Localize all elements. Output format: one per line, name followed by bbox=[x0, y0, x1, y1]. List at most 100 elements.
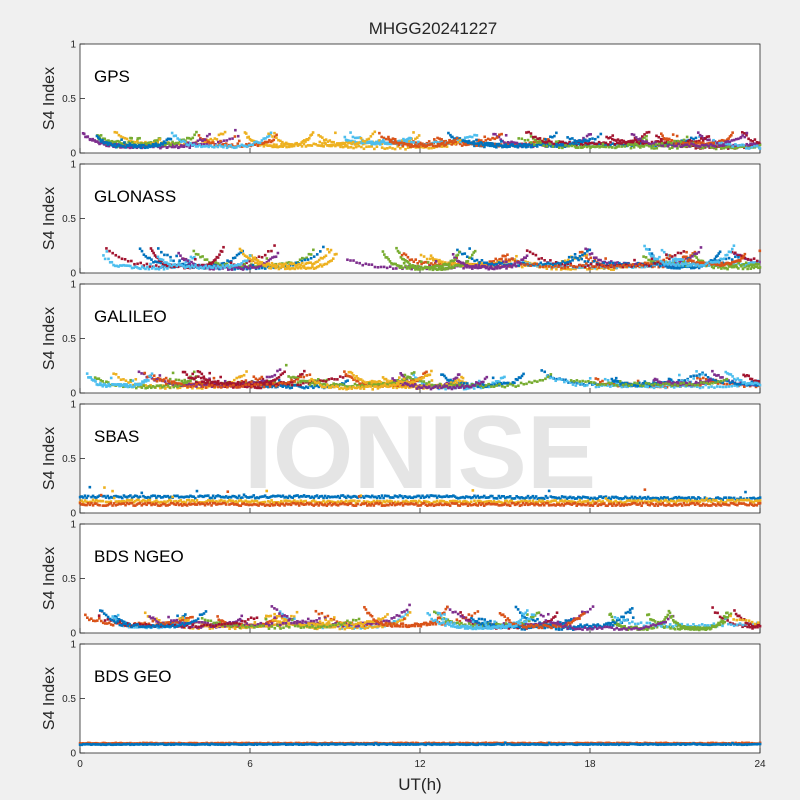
data-point bbox=[743, 382, 746, 386]
data-point bbox=[458, 138, 462, 142]
data-point bbox=[475, 144, 478, 147]
data-point bbox=[731, 380, 734, 384]
data-point bbox=[729, 373, 733, 376]
data-point bbox=[412, 141, 416, 144]
data-point bbox=[434, 258, 438, 262]
data-point bbox=[495, 384, 499, 387]
data-point bbox=[318, 144, 322, 147]
data-point bbox=[327, 378, 331, 381]
data-point bbox=[753, 138, 757, 141]
data-point bbox=[151, 385, 155, 388]
data-point bbox=[131, 143, 134, 147]
data-point bbox=[435, 264, 438, 268]
data-point bbox=[208, 132, 211, 136]
data-point bbox=[188, 146, 192, 150]
data-point bbox=[531, 145, 535, 149]
data-point bbox=[473, 249, 477, 253]
data-point bbox=[738, 253, 742, 257]
data-point bbox=[712, 141, 716, 145]
data-point bbox=[160, 142, 163, 145]
data-point bbox=[260, 266, 264, 270]
data-point bbox=[161, 384, 165, 387]
data-point bbox=[180, 379, 184, 383]
data-point bbox=[453, 142, 457, 146]
data-point bbox=[588, 381, 591, 385]
data-point bbox=[744, 374, 747, 378]
data-point bbox=[297, 262, 301, 266]
data-point bbox=[472, 387, 476, 390]
data-point bbox=[518, 262, 522, 265]
data-point bbox=[586, 249, 589, 253]
data-point bbox=[386, 147, 389, 150]
data-point bbox=[749, 377, 752, 381]
data-point bbox=[335, 142, 339, 145]
data-point bbox=[166, 382, 170, 386]
data-point bbox=[622, 263, 625, 267]
data-point bbox=[108, 261, 112, 264]
data-point bbox=[684, 255, 687, 259]
data-point bbox=[420, 386, 424, 390]
data-point bbox=[712, 146, 715, 149]
data-point bbox=[529, 141, 533, 144]
data-point bbox=[210, 141, 214, 144]
data-point bbox=[439, 264, 443, 268]
data-point bbox=[690, 142, 693, 145]
data-point bbox=[728, 135, 732, 138]
data-point bbox=[357, 385, 361, 389]
data-point bbox=[733, 377, 736, 381]
data-point bbox=[303, 379, 307, 383]
data-point bbox=[229, 261, 233, 265]
data-point bbox=[647, 130, 651, 134]
data-point bbox=[706, 375, 710, 379]
data-point bbox=[297, 375, 300, 379]
data-point bbox=[743, 135, 747, 139]
data-point bbox=[161, 379, 165, 383]
data-point bbox=[598, 380, 602, 384]
data-point bbox=[544, 264, 548, 268]
data-point bbox=[228, 137, 231, 141]
data-point bbox=[212, 145, 216, 149]
data-point bbox=[207, 263, 211, 266]
data-point bbox=[171, 140, 174, 144]
data-point bbox=[471, 384, 475, 387]
data-point bbox=[597, 142, 600, 146]
data-point bbox=[320, 385, 324, 388]
data-point bbox=[696, 141, 700, 144]
data-point bbox=[244, 383, 247, 387]
data-point bbox=[730, 265, 734, 269]
data-point bbox=[447, 379, 451, 382]
data-point bbox=[202, 375, 206, 379]
data-point bbox=[539, 141, 542, 145]
data-point bbox=[184, 383, 188, 387]
data-point bbox=[567, 258, 570, 262]
data-point bbox=[681, 264, 684, 267]
data-point bbox=[444, 266, 448, 270]
data-point bbox=[167, 265, 171, 268]
data-point bbox=[198, 138, 202, 141]
data-point bbox=[594, 265, 597, 268]
data-point bbox=[656, 257, 660, 261]
data-point bbox=[112, 372, 115, 376]
data-point bbox=[152, 265, 156, 269]
data-point bbox=[154, 139, 157, 142]
data-point bbox=[166, 253, 169, 257]
data-point bbox=[629, 146, 633, 150]
data-point bbox=[348, 139, 352, 143]
data-point bbox=[182, 258, 186, 262]
data-point bbox=[346, 387, 350, 390]
data-point bbox=[492, 132, 495, 136]
data-point bbox=[287, 375, 290, 378]
data-point bbox=[650, 140, 654, 144]
data-point bbox=[182, 145, 186, 149]
data-point bbox=[299, 383, 302, 387]
data-point bbox=[365, 381, 369, 384]
data-point bbox=[232, 382, 236, 385]
data-point bbox=[443, 262, 447, 266]
data-point bbox=[189, 143, 193, 147]
data-point bbox=[296, 266, 300, 270]
data-point bbox=[198, 386, 202, 390]
data-point bbox=[645, 142, 648, 145]
data-point bbox=[250, 254, 253, 257]
data-point bbox=[659, 259, 663, 263]
data-point bbox=[755, 265, 759, 269]
